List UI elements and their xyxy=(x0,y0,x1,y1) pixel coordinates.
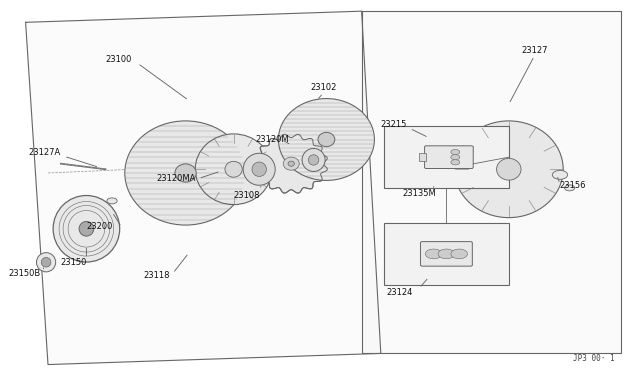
Bar xyxy=(384,223,509,285)
Ellipse shape xyxy=(278,99,374,180)
Polygon shape xyxy=(255,134,327,193)
FancyBboxPatch shape xyxy=(424,146,473,169)
Ellipse shape xyxy=(283,157,300,170)
Text: 23156: 23156 xyxy=(559,182,586,190)
Circle shape xyxy=(552,170,568,179)
Text: 23102: 23102 xyxy=(310,83,337,92)
Circle shape xyxy=(451,249,468,259)
Ellipse shape xyxy=(288,161,294,166)
Text: 23120MA: 23120MA xyxy=(156,174,196,183)
Ellipse shape xyxy=(302,148,325,171)
Ellipse shape xyxy=(53,196,120,262)
Bar xyxy=(419,153,426,161)
Ellipse shape xyxy=(79,221,93,236)
Text: 23127: 23127 xyxy=(521,46,548,55)
Circle shape xyxy=(438,249,455,259)
Polygon shape xyxy=(362,11,621,353)
Text: 23215: 23215 xyxy=(380,120,407,129)
Ellipse shape xyxy=(225,161,243,177)
Ellipse shape xyxy=(36,253,56,272)
Text: 23135M: 23135M xyxy=(403,189,436,198)
Text: 23200: 23200 xyxy=(86,222,113,231)
Ellipse shape xyxy=(175,164,196,182)
Ellipse shape xyxy=(497,158,521,180)
Text: 23100: 23100 xyxy=(105,55,132,64)
Text: 23120M: 23120M xyxy=(255,135,289,144)
Ellipse shape xyxy=(125,121,246,225)
Circle shape xyxy=(564,185,575,191)
Text: 23127A: 23127A xyxy=(29,148,61,157)
Text: 23118: 23118 xyxy=(143,271,170,280)
Text: 23150: 23150 xyxy=(60,258,87,267)
Ellipse shape xyxy=(454,121,563,218)
Ellipse shape xyxy=(252,162,266,176)
Ellipse shape xyxy=(195,134,272,205)
FancyBboxPatch shape xyxy=(420,242,472,266)
Polygon shape xyxy=(26,11,381,365)
Ellipse shape xyxy=(308,155,319,165)
Ellipse shape xyxy=(41,257,51,267)
Circle shape xyxy=(107,198,117,204)
Text: 23150B: 23150B xyxy=(8,269,40,278)
Ellipse shape xyxy=(243,153,275,185)
Circle shape xyxy=(451,150,460,155)
Bar xyxy=(384,126,509,188)
Circle shape xyxy=(451,160,460,165)
Ellipse shape xyxy=(318,132,335,147)
Circle shape xyxy=(451,154,460,160)
Circle shape xyxy=(426,249,442,259)
Text: JP3 00· 1: JP3 00· 1 xyxy=(573,354,614,363)
Text: 23124: 23124 xyxy=(387,288,413,296)
Text: 23108: 23108 xyxy=(233,191,260,200)
